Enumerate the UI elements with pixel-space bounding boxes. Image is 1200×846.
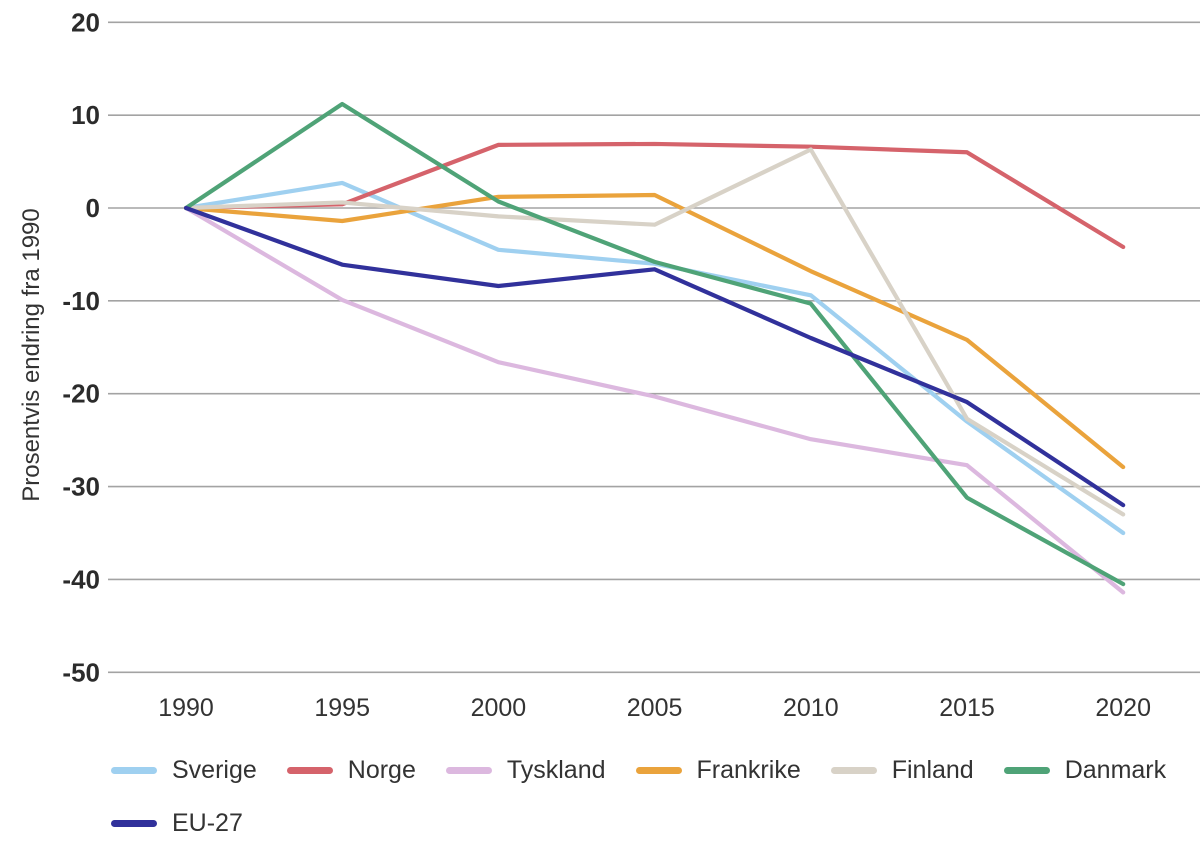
legend-swatch-icon-norge [286,766,333,774]
legend-swatch-icon-eu-27 [111,819,157,827]
y-tick-label: 0 [86,193,100,223]
legend-label: EU-27 [172,808,243,837]
legend-swatch-icon-finland [830,766,877,774]
legend-swatch-icon-sverige [111,766,157,774]
series-line-finland [183,147,1126,517]
x-tick-label: 2010 [783,694,839,722]
chart-legend: Sverige Norge Tyskland Frankrike Finland Danm… [111,750,1196,846]
legend-row: EU-27 [111,803,1196,843]
legend-label: Tyskland [506,755,606,784]
x-tick-label: 2000 [471,694,527,722]
y-tick-label: -50 [62,657,100,687]
series-line-danmark [183,101,1126,587]
x-tick-label: 1990 [158,694,214,722]
y-tick-label: 20 [71,7,100,37]
legend-row: Sverige Norge Tyskland Frankrike Finland Danm… [111,750,1196,790]
y-tick-label: 10 [71,100,100,130]
legend-label: Sverige [172,755,257,784]
series-line-eu-27 [183,205,1126,508]
legend-item-sverige: Sverige [111,756,257,785]
y-tick-label: -10 [62,286,100,316]
x-tick-label: 2015 [939,694,995,722]
legend-swatch-icon-frankrike [635,766,682,774]
legend-label: Norge [347,755,416,784]
legend-item-frankrike: Frankrike [635,755,801,785]
x-tick-label: 2020 [1095,694,1151,722]
legend-label: Frankrike [696,755,801,784]
legend-label: Danmark [1064,755,1167,784]
y-tick-label: -40 [62,564,100,594]
legend-item-norge: Norge [286,755,416,785]
y-tick-label: -20 [62,379,100,409]
legend-item-eu-27: EU-27 [111,809,243,838]
series-line-tyskland [183,205,1126,595]
legend-item-danmark: Danmark [1003,755,1167,785]
legend-item-tyskland: Tyskland [445,755,606,785]
legend-swatch-icon-tyskland [445,766,492,774]
x-tick-label: 1995 [314,694,370,722]
x-tick-label: 2005 [627,694,683,722]
legend-item-finland: Finland [830,755,974,785]
y-axis-title: Prosentvis endring fra 1990 [18,208,45,502]
legend-swatch-icon-danmark [1003,766,1050,774]
legend-label: Finland [891,755,974,784]
series-line-frankrike [183,192,1126,470]
y-tick-label: -30 [62,472,100,502]
